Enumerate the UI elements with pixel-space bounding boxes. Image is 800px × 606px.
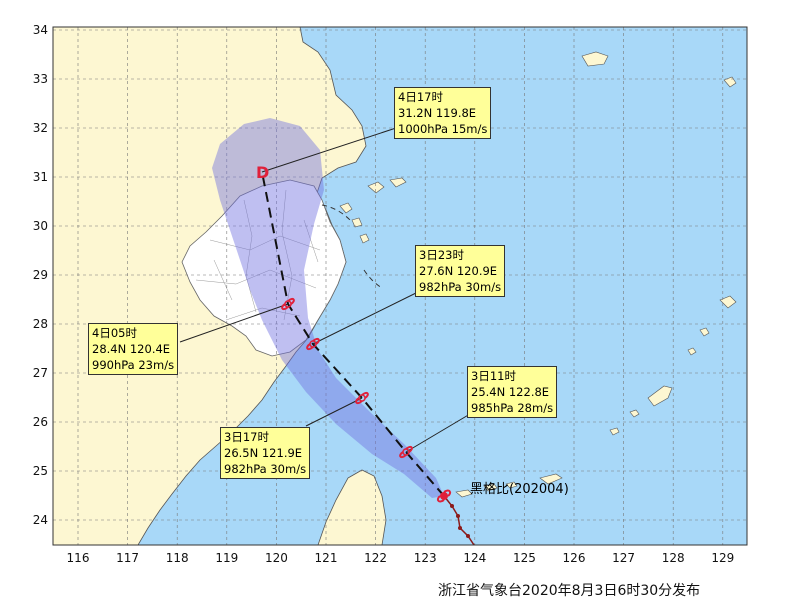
county-boundaries — [195, 189, 321, 321]
forecast-callout-3d23h: 3日23时 27.6N 120.9E 982hPa 30m/s — [415, 245, 506, 297]
latitude-tick-label: 29 — [33, 268, 48, 282]
taiwan-island — [317, 469, 387, 546]
forecast-callout-4d05h: 4日05时 28.4N 120.4E 990hPa 23m/s — [88, 323, 179, 375]
ryukyu-islands — [455, 51, 737, 498]
latitude-tick-label: 28 — [33, 317, 48, 331]
longitude-tick-label: 117 — [116, 551, 139, 565]
longitude-tick-labels: 116 117 118 119 120 121 122 123 124 125 126 127 128 1… — [67, 551, 735, 565]
forecast-callout-4d17h: 4日17时 31.2N 119.8E 1000hPa 15m/s — [394, 87, 492, 139]
past-track-points — [450, 504, 470, 538]
longitude-tick-label: 127 — [612, 551, 635, 565]
longitude-tick-label: 126 — [563, 551, 586, 565]
callout-intensity: 982hPa 30m/s — [224, 462, 307, 476]
forecast-track-line — [261, 171, 445, 497]
longitude-tick-label: 122 — [364, 551, 387, 565]
latitude-tick-label: 24 — [33, 513, 48, 527]
latitude-tick-label: 33 — [33, 72, 48, 86]
latitude-tick-label: 31 — [33, 170, 48, 184]
longitude-tick-label: 121 — [315, 551, 338, 565]
longitude-tick-label: 120 — [265, 551, 288, 565]
map-frame — [52, 26, 748, 546]
longitude-tick-label: 123 — [414, 551, 437, 565]
forecast-callout-3d17h: 3日17时 26.5N 121.9E 982hPa 30m/s — [220, 427, 311, 479]
callout-position: 25.4N 122.8E — [471, 385, 550, 399]
latitude-tick-label: 27 — [33, 366, 48, 380]
latitude-tick-label: 30 — [33, 219, 48, 233]
typhoon-symbol — [306, 337, 320, 351]
callout-time: 3日17时 — [224, 430, 269, 444]
typhoon-symbol — [355, 391, 369, 405]
storm-name-label: 黑格比(202004) — [470, 482, 569, 497]
callout-time: 4日05时 — [92, 326, 137, 340]
callout-time: 3日11时 — [471, 369, 516, 383]
longitude-tick-label: 118 — [166, 551, 189, 565]
longitude-tick-label: 119 — [215, 551, 238, 565]
latitude-tick-label: 32 — [33, 121, 48, 135]
dashed-sea-boundary — [321, 204, 383, 289]
callout-position: 26.5N 121.9E — [224, 446, 303, 460]
callout-time: 3日23时 — [419, 248, 464, 262]
issuer-footer: 浙江省气象台2020年8月3日6时30分发布 — [438, 583, 701, 599]
callout-time: 4日17时 — [398, 90, 443, 104]
latitude-tick-labels: 34 33 32 31 30 29 28 27 26 25 24 — [33, 23, 48, 527]
latitude-tick-label: 26 — [33, 415, 48, 429]
callout-leader-lines — [179, 127, 471, 453]
latitude-tick-label: 25 — [33, 464, 48, 478]
longitude-tick-label: 128 — [662, 551, 685, 565]
coastal-islands — [339, 177, 407, 244]
callout-intensity: 990hPa 23m/s — [92, 358, 175, 372]
longitude-tick-label: 129 — [711, 551, 734, 565]
longitude-tick-label: 116 — [67, 551, 90, 565]
forecast-callout-3d11h: 3日11时 25.4N 122.8E 985hPa 28m/s — [467, 366, 558, 418]
callout-position: 27.6N 120.9E — [419, 264, 498, 278]
depression-symbol: D — [256, 163, 269, 182]
zhejiang-province — [181, 179, 347, 357]
longitude-tick-label: 124 — [463, 551, 486, 565]
callout-position: 28.4N 120.4E — [92, 342, 171, 356]
typhoon-symbol — [281, 297, 295, 311]
callout-intensity: 1000hPa 15m/s — [398, 122, 488, 136]
latitude-tick-label: 34 — [33, 23, 48, 37]
callout-position: 31.2N 119.8E — [398, 106, 477, 120]
typhoon-symbol — [399, 445, 413, 459]
typhoon-symbol — [436, 489, 452, 503]
longitude-tick-label: 125 — [513, 551, 536, 565]
callout-intensity: 985hPa 28m/s — [471, 401, 554, 415]
callout-intensity: 982hPa 30m/s — [419, 280, 502, 294]
